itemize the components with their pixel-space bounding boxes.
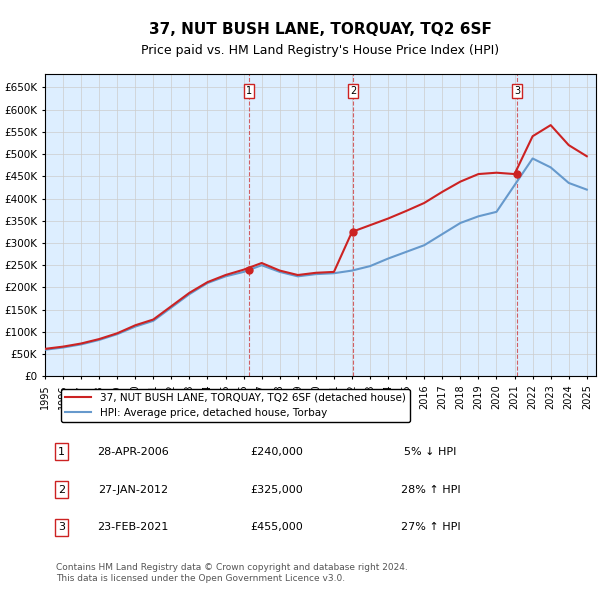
Text: 37, NUT BUSH LANE, TORQUAY, TQ2 6SF: 37, NUT BUSH LANE, TORQUAY, TQ2 6SF: [149, 22, 492, 37]
Text: 2: 2: [58, 484, 65, 494]
Text: 1: 1: [247, 86, 253, 96]
Text: Contains HM Land Registry data © Crown copyright and database right 2024.
This d: Contains HM Land Registry data © Crown c…: [56, 563, 407, 583]
Text: 27% ↑ HPI: 27% ↑ HPI: [401, 522, 460, 532]
Text: Price paid vs. HM Land Registry's House Price Index (HPI): Price paid vs. HM Land Registry's House …: [142, 44, 499, 57]
Text: 2: 2: [350, 86, 356, 96]
Text: £325,000: £325,000: [250, 484, 302, 494]
Text: 3: 3: [58, 522, 65, 532]
Text: 28-APR-2006: 28-APR-2006: [97, 447, 169, 457]
Text: 28% ↑ HPI: 28% ↑ HPI: [401, 484, 460, 494]
Text: 27-JAN-2012: 27-JAN-2012: [98, 484, 168, 494]
Text: £455,000: £455,000: [250, 522, 302, 532]
Text: 1: 1: [58, 447, 65, 457]
Text: 5% ↓ HPI: 5% ↓ HPI: [404, 447, 457, 457]
Legend: 37, NUT BUSH LANE, TORQUAY, TQ2 6SF (detached house), HPI: Average price, detach: 37, NUT BUSH LANE, TORQUAY, TQ2 6SF (det…: [61, 389, 410, 422]
Text: 3: 3: [514, 86, 520, 96]
Text: £240,000: £240,000: [250, 447, 303, 457]
Text: 23-FEB-2021: 23-FEB-2021: [97, 522, 169, 532]
